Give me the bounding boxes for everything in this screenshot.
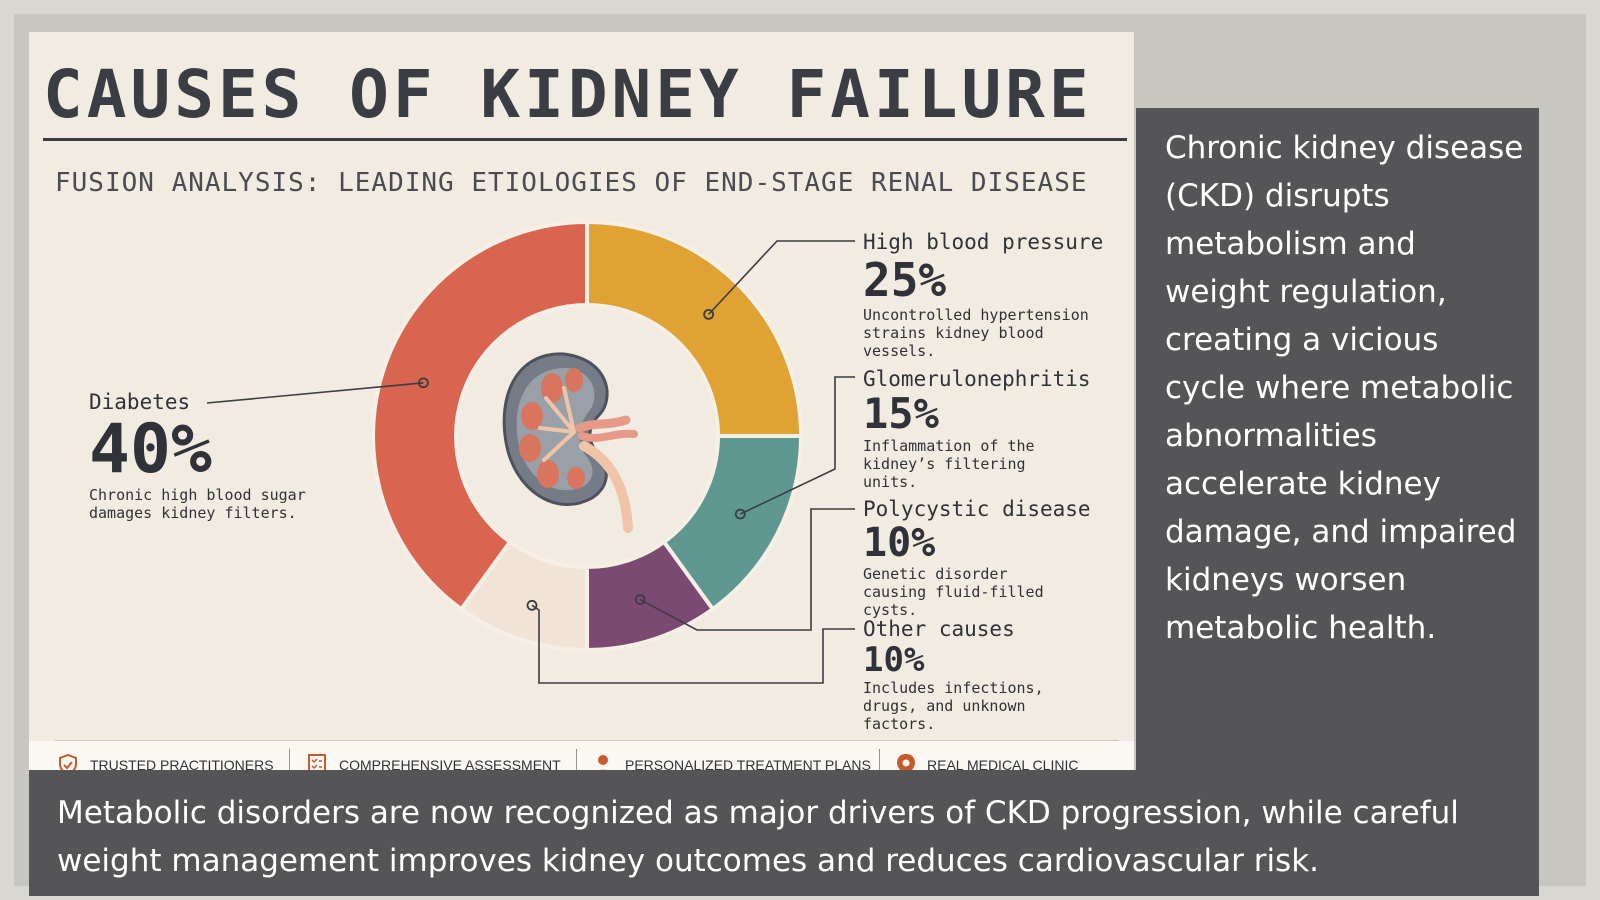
badge-real-medical-clinic: REAL MEDICAL CLINIC xyxy=(895,741,1078,770)
callout-label: Glomerulonephritis xyxy=(863,367,1091,391)
footer-badges: TRUSTED PRACTITIONERS COMPREHENSIVE ASSE… xyxy=(29,741,1134,770)
callout-value: 15% xyxy=(863,389,939,438)
connector-dot-diabetes xyxy=(418,377,429,389)
connector-diabetes xyxy=(206,382,424,404)
slide: CAUSES OF KIDNEY FAILURE FUSION ANALYSIS… xyxy=(14,14,1586,896)
callout-value: 10% xyxy=(863,520,936,566)
badge-label: REAL MEDICAL CLINIC xyxy=(927,756,1079,771)
slice-diabetes xyxy=(371,219,589,612)
poster-title: CAUSES OF KIDNEY FAILURE xyxy=(43,56,1093,133)
callout-other-causes: Other causes 10% Includes infections, dr… xyxy=(863,617,1103,733)
footer-divider xyxy=(879,749,880,770)
side-caption-panel: Chronic kidney disease (CKD) disrupts me… xyxy=(1136,108,1539,770)
badge-label: TRUSTED PRACTITIONERS xyxy=(90,756,274,771)
callout-label: High blood pressure xyxy=(863,230,1104,254)
connector-polycystic-disease xyxy=(639,508,855,631)
connector-dot-glomerulonephritis xyxy=(734,508,746,520)
badge-label: COMPREHENSIVE ASSESSMENT xyxy=(339,756,561,771)
bottom-caption-bar: Metabolic disorders are now recognized a… xyxy=(29,770,1539,896)
poster-subtitle: FUSION ANALYSIS: LEADING ETIOLOGIES OF E… xyxy=(55,168,1088,198)
footer-divider xyxy=(289,749,290,770)
footer-divider xyxy=(576,749,577,770)
callout-description: Includes infections, drugs, and unknown … xyxy=(863,679,1044,733)
footer-rule xyxy=(55,740,1119,741)
badge-comprehensive-assessment: COMPREHENSIVE ASSESSMENT xyxy=(305,741,561,770)
checklist-icon xyxy=(308,753,326,770)
callout-diabetes: Diabetes 40% Chronic high blood sugar da… xyxy=(89,390,309,522)
slice-high-blood-pressure xyxy=(585,219,804,438)
person-icon xyxy=(598,754,608,770)
bottom-caption-text: Metabolic disorders are now recognized a… xyxy=(57,795,1459,879)
connector-other-causes xyxy=(531,604,855,684)
connector-dot-other-causes xyxy=(526,599,538,611)
callout-description: Uncontrolled hypertension strains kidney… xyxy=(863,306,1089,360)
callout-label: Diabetes xyxy=(89,390,191,414)
badge-trusted-practitioners: TRUSTED PRACTITIONERS xyxy=(56,741,274,770)
callout-glomerulonephritis: Glomerulonephritis 15% Inflammation of t… xyxy=(863,367,1103,491)
shield-check-icon xyxy=(59,753,77,770)
callout-high-blood-pressure: High blood pressure 25% Uncontrolled hyp… xyxy=(863,230,1123,360)
connector-dot-high-blood-pressure xyxy=(703,308,715,320)
badge-personalized-treatment-plans: PERSONALIZED TREATMENT PLANS xyxy=(591,741,871,770)
callout-label: Other causes xyxy=(863,617,1015,641)
infographic-poster: CAUSES OF KIDNEY FAILURE FUSION ANALYSIS… xyxy=(29,32,1134,770)
connector-dot-polycystic-disease xyxy=(634,594,646,605)
callout-value: 25% xyxy=(863,253,947,307)
donut-chart xyxy=(206,219,855,684)
callout-description: Chronic high blood sugar damages kidney … xyxy=(89,486,306,522)
callout-description: Genetic disorder causing fluid-filled cy… xyxy=(863,565,1044,619)
callout-value: 10% xyxy=(863,640,925,680)
badge-label: PERSONALIZED TREATMENT PLANS xyxy=(625,756,871,771)
title-rule xyxy=(43,138,1127,141)
location-pin-icon xyxy=(897,753,915,770)
connector-glomerulonephritis xyxy=(739,376,855,515)
callout-description: Inflammation of the kidney’s filtering u… xyxy=(863,437,1035,491)
side-caption-text: Chronic kidney disease (CKD) disrupts me… xyxy=(1165,130,1524,646)
callout-polycystic-disease: Polycystic disease 10% Genetic disorder … xyxy=(863,497,1103,619)
callout-value: 40% xyxy=(89,410,212,489)
connector-high-blood-pressure xyxy=(708,240,855,315)
kidney-icon xyxy=(502,352,638,533)
callout-label: Polycystic disease xyxy=(863,497,1091,521)
